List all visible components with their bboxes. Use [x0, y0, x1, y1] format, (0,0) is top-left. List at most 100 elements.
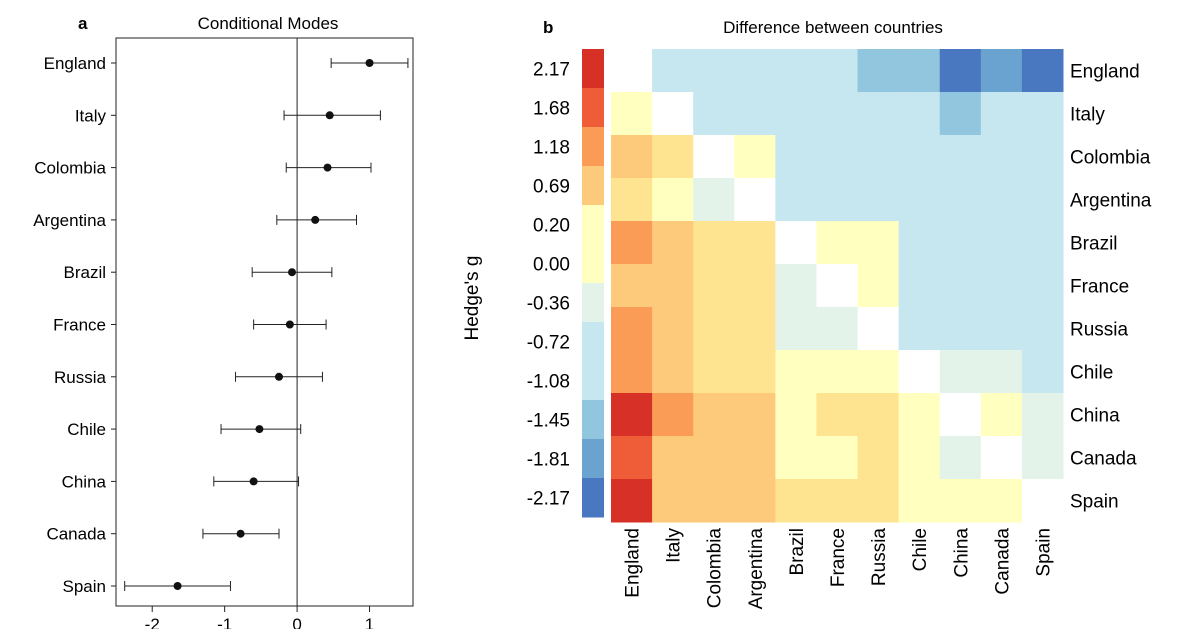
- mode-point: [236, 529, 245, 538]
- scale-swatch: [582, 478, 604, 518]
- heatmap-cell: [652, 49, 694, 93]
- heatmap-cell: [693, 264, 735, 308]
- heatmap-cell: [857, 49, 900, 93]
- country-label: China: [62, 472, 107, 491]
- heatmap-cell: [816, 307, 859, 351]
- x-tick-label: 0: [292, 615, 301, 629]
- row-label: Colombia: [1070, 148, 1151, 169]
- country-label: Spain: [63, 577, 106, 596]
- country-label: Italy: [75, 106, 107, 125]
- heatmap-cell: [611, 479, 653, 523]
- mode-point: [325, 111, 334, 120]
- heatmap-cell: [980, 264, 1023, 308]
- column-label: Russia: [869, 528, 890, 587]
- row-label: China: [1070, 406, 1120, 427]
- heatmap-cell: [775, 350, 817, 394]
- scale-label: -2.17: [527, 489, 570, 510]
- heatmap-cell: [734, 49, 776, 93]
- heatmap-cell: [898, 479, 941, 523]
- scale-swatch: [582, 88, 604, 128]
- heatmap-cell: [898, 135, 941, 179]
- heatmap-cell: [898, 49, 941, 93]
- heatmap-cell: [816, 92, 859, 136]
- country-label: Russia: [54, 368, 107, 387]
- heatmap-cell: [939, 307, 982, 351]
- heatmap-cell: [980, 436, 1023, 480]
- scale-label: 2.17: [533, 60, 570, 81]
- column-label: Canada: [992, 528, 1013, 595]
- column-label: China: [951, 528, 972, 578]
- mode-point: [288, 268, 297, 277]
- panel-b-title: Difference between countries: [723, 18, 943, 37]
- column-label: Argentina: [746, 528, 767, 610]
- scale-label: -0.72: [527, 333, 570, 354]
- heatmap-cell: [898, 178, 941, 222]
- mode-point: [255, 425, 264, 434]
- scale-label: 0.69: [533, 177, 570, 198]
- heatmap-cell: [939, 350, 982, 394]
- column-label: Colombia: [705, 528, 726, 609]
- heatmap-cell: [1021, 393, 1064, 437]
- heatmap-cell: [980, 92, 1023, 136]
- heatmap-cell: [775, 436, 817, 480]
- row-label: Canada: [1070, 449, 1137, 470]
- mode-point: [311, 215, 320, 224]
- country-label: Brazil: [63, 263, 106, 282]
- heatmap-cell: [652, 178, 694, 222]
- heatmap-cell: [652, 350, 694, 394]
- heatmap-cell: [693, 178, 735, 222]
- heatmap-cell: [693, 436, 735, 480]
- country-label: France: [53, 316, 106, 335]
- heatmap-cell: [939, 135, 982, 179]
- heatmap-cell: [775, 49, 817, 93]
- heatmap-cell: [816, 49, 859, 93]
- heatmap-cell: [980, 221, 1023, 265]
- heatmap-cell: [816, 350, 859, 394]
- heatmap-cell: [980, 178, 1023, 222]
- heatmap-cell: [816, 264, 859, 308]
- heatmap-ylabel: Hedge's g: [462, 256, 483, 341]
- heatmap-cell: [652, 135, 694, 179]
- scale-swatch: [582, 283, 604, 323]
- country-label: Chile: [67, 420, 106, 439]
- heatmap-cell: [611, 92, 653, 136]
- heatmap-cell: [611, 436, 653, 480]
- heatmap-cell: [734, 264, 776, 308]
- x-tick-label: 1: [365, 615, 374, 629]
- heatmap-cell: [898, 393, 941, 437]
- row-label: Russia: [1070, 320, 1129, 341]
- heatmap-cell: [857, 307, 900, 351]
- heatmap-cell: [939, 393, 982, 437]
- row-label: England: [1070, 62, 1140, 83]
- scale-swatch: [582, 166, 604, 206]
- heatmap-cell: [939, 221, 982, 265]
- row-label: Brazil: [1070, 234, 1118, 255]
- heatmap-cell: [611, 49, 653, 93]
- heatmap-cell: [693, 49, 735, 93]
- heatmap-cell: [980, 49, 1023, 93]
- column-label: Italy: [664, 528, 685, 563]
- heatmap-cell: [816, 479, 859, 523]
- scale-swatch: [582, 361, 604, 401]
- heatmap: England Italy Colombia Argentina Brazil Franc…: [611, 49, 1152, 609]
- heatmap-cell: [857, 350, 900, 394]
- heatmap-cell: [652, 393, 694, 437]
- heatmap-cell: [734, 307, 776, 351]
- heatmap-cell: [693, 92, 735, 136]
- x-tick-label: -1: [217, 615, 232, 629]
- heatmap-cell: [652, 92, 694, 136]
- heatmap-cell: [898, 307, 941, 351]
- heatmap-cell: [1021, 350, 1064, 394]
- column-label: Brazil: [787, 528, 808, 576]
- heatmap-cell: [652, 436, 694, 480]
- heatmap-cell: [734, 92, 776, 136]
- scale-swatch: [582, 49, 604, 89]
- country-label: Colombia: [34, 159, 106, 178]
- heatmap-cell: [775, 135, 817, 179]
- heatmap-cell: [693, 135, 735, 179]
- heatmap-cell: [652, 479, 694, 523]
- heatmap-cell: [1021, 307, 1064, 351]
- heatmap-cell: [734, 479, 776, 523]
- heatmap-cell: [1021, 479, 1064, 523]
